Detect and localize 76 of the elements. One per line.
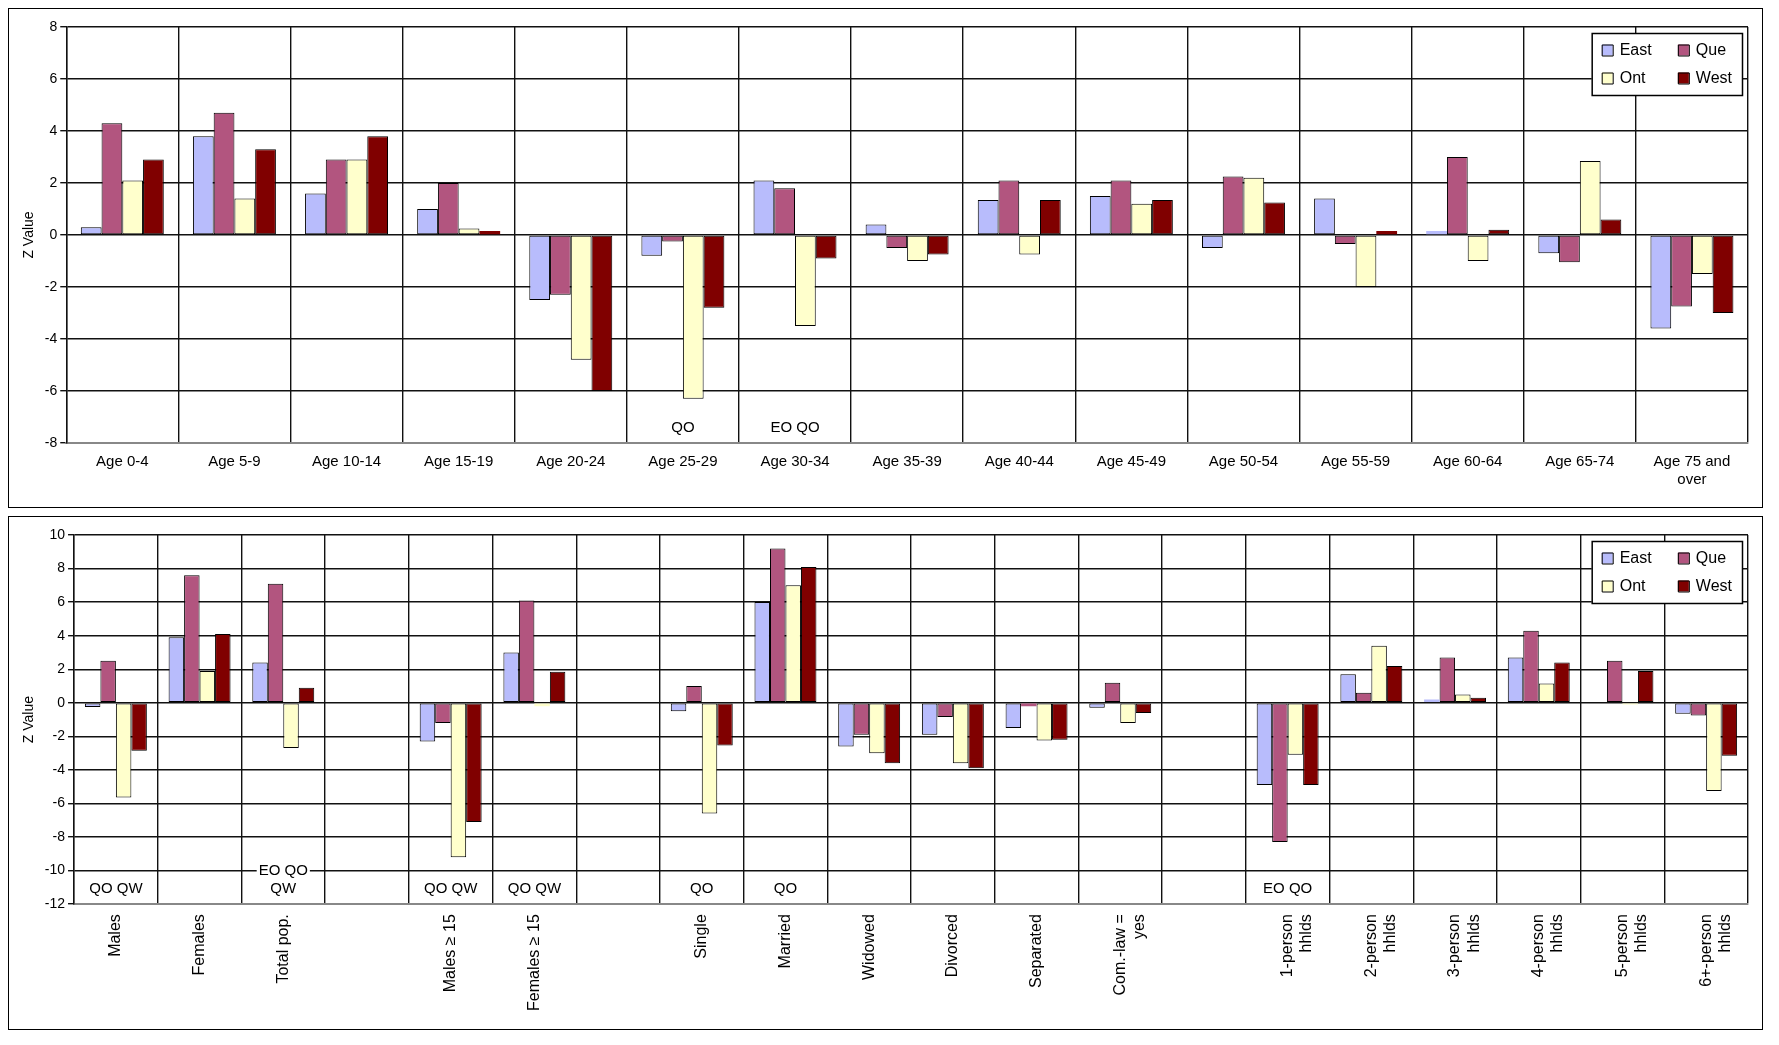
y-tick-label: 8 [49, 17, 58, 34]
x-tick-label: 1-person hhlds [1278, 914, 1315, 978]
y-tick-label: 4 [49, 121, 58, 138]
annotation: QO QW [424, 879, 479, 897]
y-tick-label: -2 [44, 277, 58, 294]
x-tick-label: Age 55-59 [1320, 452, 1391, 470]
x-tick-label: Males ≥ 15 [441, 914, 459, 993]
x-tick-label: Females [189, 914, 207, 976]
x-tick-label: Married [775, 914, 793, 969]
x-tick-label: Age 25-29 [648, 452, 718, 470]
x-tick-label: Age 5-9 [208, 452, 261, 470]
x-tick-label: Age 35-39 [872, 452, 942, 470]
x-tick-label: Age 40-44 [984, 452, 1054, 470]
annotation: QO [690, 879, 714, 897]
x-tick-label: Age 75 and over [1653, 452, 1731, 488]
bar [1426, 231, 1447, 235]
y-tick-label: 2 [57, 660, 66, 677]
annotation: QO [773, 879, 798, 897]
x-tick-label: Age 15-19 [424, 452, 494, 470]
x-tick-label: Males [106, 914, 124, 957]
x-tick-label: Com.-law = yes [1110, 914, 1147, 996]
annotation: EO QO [770, 418, 820, 436]
y-tick-label: -6 [52, 794, 66, 811]
x-tick-label: 2-person hhlds [1361, 914, 1398, 978]
y-tick-label: -4 [52, 760, 66, 777]
x-tick-label: Single [692, 914, 710, 959]
y-tick-label: -8 [44, 433, 58, 450]
y-tick-label: 6 [57, 592, 66, 609]
x-tick-label: Age 30-34 [760, 452, 830, 470]
y-tick-label: 4 [57, 626, 66, 643]
legend-label: West [1695, 577, 1733, 595]
bar [479, 231, 501, 235]
y-tick-label: 2 [49, 173, 58, 190]
annotation: EO QO [1263, 879, 1313, 897]
legend-label: West [1695, 69, 1733, 87]
y-tick-label: -4 [44, 329, 58, 346]
x-tick-label: 3-person hhlds [1445, 914, 1482, 978]
y-tick-label: -6 [44, 381, 58, 398]
x-tick-label: Age 10-14 [311, 452, 382, 470]
x-tick-label: 6+-person hhlds [1696, 914, 1733, 987]
legend-label: Que [1695, 549, 1727, 567]
x-tick-label: Widowed [859, 914, 877, 980]
x-tick-label: 5-person hhlds [1612, 914, 1650, 978]
y-axis-title: Z Value [20, 211, 37, 259]
bar [1376, 231, 1398, 235]
legend-label: Ont [1619, 69, 1647, 87]
x-tick-label: Females ≥ 15 [524, 914, 542, 1012]
x-tick-label: Age 50-54 [1208, 452, 1279, 470]
y-tick-label: 0 [49, 225, 58, 242]
x-tick-label: Age 0-4 [96, 452, 149, 470]
x-tick-label: Separated [1026, 914, 1044, 989]
x-tick-label: Age 20-24 [536, 452, 606, 470]
y-tick-label: 8 [57, 559, 66, 576]
y-tick-label: -12 [44, 895, 66, 912]
y-axis-title: Z Value [20, 695, 37, 744]
y-tick-label: -10 [44, 861, 66, 878]
x-tick-label: 4-person hhlds [1529, 914, 1566, 978]
legend-label: East [1619, 41, 1653, 59]
annotation: QO QW [507, 879, 562, 897]
x-tick-label: Age 65-74 [1545, 452, 1615, 470]
x-tick-label: Total pop. [273, 914, 291, 984]
y-tick-label: 0 [57, 693, 66, 710]
x-tick-label: Age 60-64 [1433, 452, 1503, 470]
x-tick-label: Age 45-49 [1096, 452, 1166, 470]
legend-label: Que [1695, 41, 1727, 59]
annotation: QO [671, 418, 695, 436]
y-tick-label: -8 [52, 827, 66, 844]
legend-label: East [1619, 549, 1653, 567]
y-tick-label: 6 [49, 69, 58, 86]
y-tick-label: -2 [52, 727, 66, 744]
x-tick-label: Divorced [943, 914, 961, 978]
y-tick-label: 10 [49, 525, 66, 542]
annotation: EO QO QW [258, 861, 308, 897]
annotation: QO QW [89, 879, 144, 897]
bar [1424, 699, 1440, 703]
legend-label: Ont [1619, 577, 1647, 595]
